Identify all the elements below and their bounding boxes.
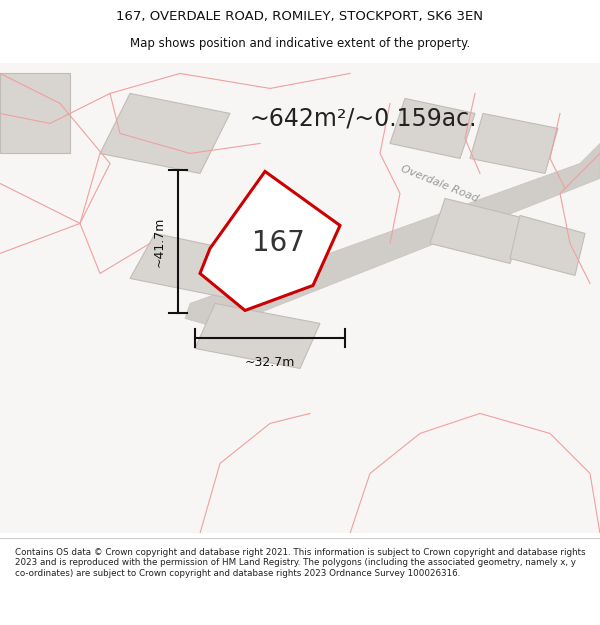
Polygon shape [0, 73, 70, 153]
Text: 167: 167 [251, 229, 304, 258]
Text: ~41.7m: ~41.7m [153, 217, 166, 267]
Polygon shape [510, 216, 585, 276]
Text: 167, OVERDALE ROAD, ROMILEY, STOCKPORT, SK6 3EN: 167, OVERDALE ROAD, ROMILEY, STOCKPORT, … [116, 10, 484, 23]
Text: ~642m²/~0.159ac.: ~642m²/~0.159ac. [250, 106, 478, 131]
Polygon shape [200, 171, 340, 311]
Polygon shape [185, 143, 600, 329]
Text: ~32.7m: ~32.7m [245, 356, 295, 369]
Polygon shape [195, 303, 320, 368]
Polygon shape [130, 233, 250, 298]
Polygon shape [470, 114, 558, 173]
Polygon shape [100, 93, 230, 173]
Polygon shape [430, 199, 525, 264]
Text: Overdale Road: Overdale Road [400, 163, 480, 204]
Text: Map shows position and indicative extent of the property.: Map shows position and indicative extent… [130, 38, 470, 51]
Polygon shape [390, 98, 475, 158]
Text: Contains OS data © Crown copyright and database right 2021. This information is : Contains OS data © Crown copyright and d… [15, 548, 586, 578]
